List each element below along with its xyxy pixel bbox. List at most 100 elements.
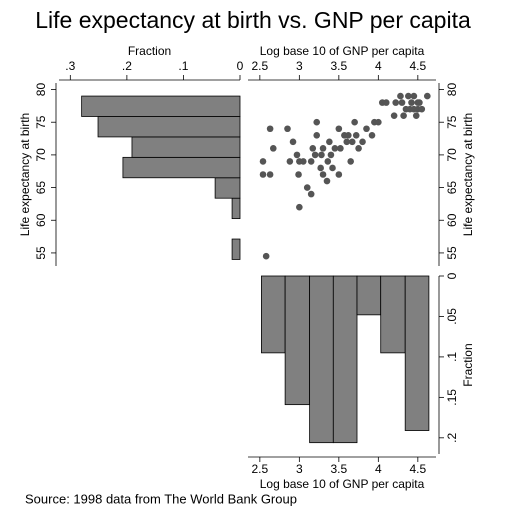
bar (404, 275, 430, 431)
point (286, 158, 294, 165)
point (326, 138, 333, 146)
point (397, 92, 404, 100)
x-tick-label: 3.5 (330, 59, 347, 73)
point (324, 158, 332, 165)
point (347, 158, 354, 165)
point (323, 177, 331, 185)
point (327, 151, 335, 159)
point (262, 252, 270, 260)
x-tick-label: 2.5 (252, 59, 269, 73)
point (375, 118, 382, 126)
y-tick-label: 80 (34, 83, 48, 97)
point (313, 118, 321, 126)
point (295, 171, 302, 178)
bar (97, 116, 241, 138)
y-tick-label: 70 (445, 148, 459, 162)
point (317, 164, 324, 172)
chart-title: Life expectancy at birth vs. GNP per cap… (35, 7, 471, 33)
point (266, 171, 274, 178)
y-tick-label: 55 (445, 246, 459, 260)
y-tick-label: .1 (445, 352, 459, 362)
x-tick-label: 4 (375, 462, 382, 476)
point (259, 158, 267, 165)
bar (284, 275, 311, 406)
point (309, 145, 317, 152)
y-tick-label: 80 (445, 83, 459, 97)
point (319, 171, 327, 178)
bar (131, 136, 241, 158)
source-note: Source: 1998 data from The World Bank Gr… (25, 491, 297, 506)
x-tick-label: 0 (237, 59, 244, 73)
point (392, 99, 400, 106)
bar (380, 275, 406, 354)
point (303, 184, 311, 191)
point (416, 99, 423, 106)
point (259, 171, 267, 178)
point (293, 151, 301, 159)
point (424, 92, 431, 100)
point (400, 112, 407, 119)
y-tick-label: 65 (445, 181, 459, 195)
bar (309, 275, 334, 444)
point (390, 112, 398, 119)
x-tick-label: 4.5 (409, 462, 426, 476)
x-axis-title: Log base 10 of GNP per capita (260, 477, 425, 491)
point (382, 99, 390, 106)
y-tick-label: 75 (445, 115, 459, 129)
y-axis-title: Fraction (461, 343, 475, 386)
y-tick-label: 70 (34, 148, 48, 162)
x-axis-title: Log base 10 of GNP per capita (260, 44, 425, 58)
point (318, 151, 325, 159)
x-tick-label: .2 (122, 59, 132, 73)
y-tick-label: 75 (34, 115, 48, 129)
point (359, 138, 366, 146)
point (307, 158, 315, 165)
point (355, 145, 362, 152)
bar (332, 275, 358, 444)
y-axis-title: Life expectancy at birth (461, 113, 475, 236)
point (335, 171, 343, 178)
point (266, 125, 274, 133)
x-tick-label: 3 (296, 59, 303, 73)
bar (122, 156, 241, 179)
x-tick-label: 2.5 (252, 462, 269, 476)
point (410, 92, 418, 100)
y-tick-label: .2 (445, 432, 459, 442)
bar (231, 197, 241, 220)
point (269, 145, 277, 152)
bar (356, 275, 382, 316)
x-tick-label: .3 (65, 59, 75, 73)
y-tick-label: 60 (445, 213, 459, 227)
point (313, 131, 321, 139)
point (345, 131, 352, 139)
point (352, 131, 360, 139)
x-tick-label: .1 (178, 59, 188, 73)
point (329, 164, 336, 172)
point (368, 131, 376, 139)
y-tick-label: 0 (445, 272, 459, 279)
bar (231, 238, 241, 260)
point (405, 92, 412, 100)
point (343, 138, 351, 146)
point (398, 99, 406, 106)
point (418, 105, 426, 113)
point (412, 112, 420, 119)
point (337, 145, 344, 152)
point (307, 190, 315, 198)
x-axis-title: Fraction (128, 44, 171, 58)
point (299, 158, 307, 165)
point (348, 138, 356, 146)
y-tick-label: .15 (445, 389, 459, 406)
x-tick-label: 3 (296, 462, 303, 476)
y-axis-title: Life expectancy at birth (18, 113, 32, 236)
point (296, 203, 303, 211)
x-tick-label: 4.5 (409, 59, 426, 73)
point (331, 145, 339, 152)
point (284, 125, 291, 133)
point (408, 99, 415, 106)
bar (261, 275, 286, 354)
y-tick-label: .05 (445, 308, 459, 325)
x-tick-label: 3.5 (330, 462, 347, 476)
y-tick-label: 65 (34, 181, 48, 195)
